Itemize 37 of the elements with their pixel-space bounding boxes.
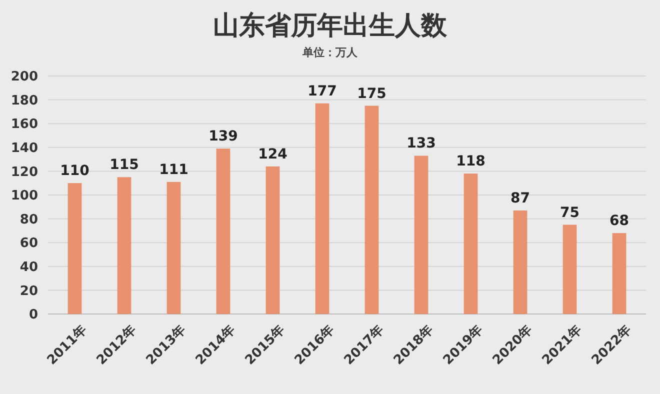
data-label: 110 [60,163,90,180]
bar [414,156,428,314]
data-label: 177 [308,83,337,100]
chart-title: 山东省历年出生人数 [213,11,448,41]
y-tick-label: 140 [10,140,38,156]
bar [117,177,132,314]
data-label: 139 [208,128,238,145]
bar [68,183,82,314]
y-tick-label: 200 [10,70,38,85]
bar [513,210,528,314]
data-label: 75 [560,204,580,221]
data-label: 111 [159,162,188,178]
y-tick-label: 20 [20,284,38,299]
data-label: 124 [258,146,288,162]
data-label: 87 [510,190,530,206]
data-label: 118 [456,154,486,170]
y-tick-label: 40 [20,260,38,275]
y-tick-label: 0 [28,308,38,323]
bar [612,233,626,314]
y-tick-label: 60 [20,236,38,252]
bar [464,174,478,314]
bar [266,166,280,314]
data-label: 175 [357,86,386,102]
bar [216,148,230,314]
data-label: 115 [110,157,139,174]
bar [562,224,577,314]
y-tick-label: 80 [20,212,38,228]
data-label: 68 [610,213,630,230]
bar [166,182,181,314]
bar [364,106,379,314]
y-tick-label: 120 [10,164,38,180]
data-label: 133 [406,136,436,152]
y-tick-label: 180 [10,93,38,108]
y-tick-label: 160 [10,117,38,132]
bar [315,103,330,314]
y-tick-label: 100 [10,188,38,204]
chart-subtitle: 单位：万人 [302,46,358,59]
